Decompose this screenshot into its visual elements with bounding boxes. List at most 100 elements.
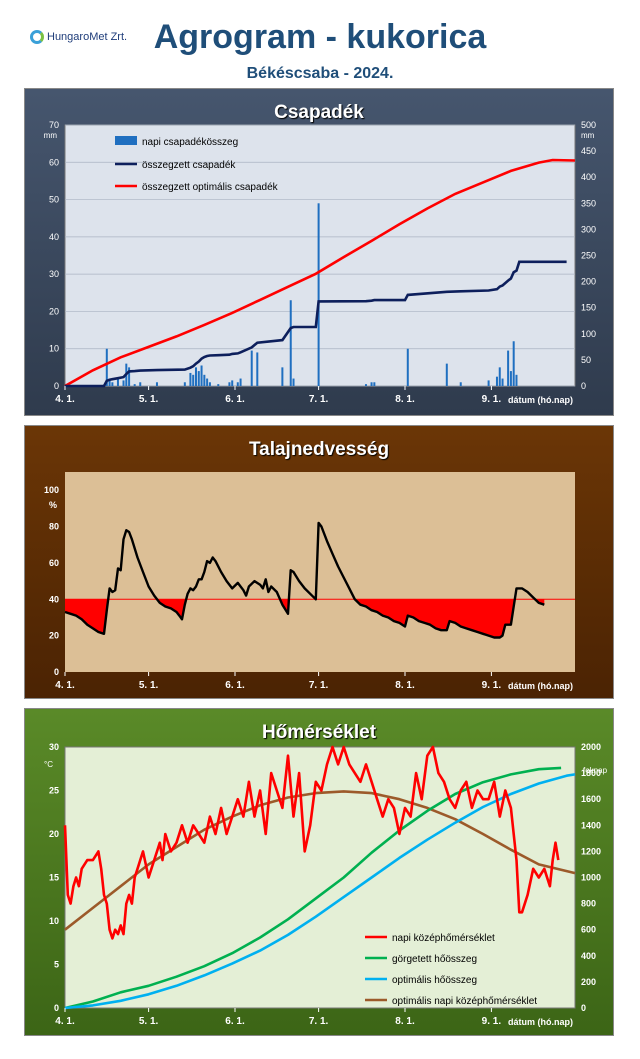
x-tick-label: 8. 1. (395, 394, 415, 405)
legend-label: összegzett optimális csapadék (142, 182, 279, 193)
temperature-chart: 0 5 10 15 20 25 30 0 200 400 600 800 1000 1200 1400 160… (44, 742, 608, 1027)
y-tick-label: 80 (49, 522, 59, 532)
precip-bar (192, 374, 195, 386)
y-tick-label-right: 50 (581, 355, 591, 365)
y-tick-label-right: 400 (581, 951, 596, 961)
x-tick-label: 9. 1. (482, 1016, 502, 1027)
soil-moisture-title: Talajnedvesség (248, 439, 390, 460)
y-tick-label-left: 20 (49, 306, 59, 316)
daily-mean-temp-line (63, 745, 560, 940)
precip-bar (292, 378, 295, 386)
precip-bar (239, 378, 242, 386)
precip-bar (228, 382, 231, 386)
x-axis-label: dátum (hó.nap) (508, 395, 573, 405)
temperature-title: Hőmérséklet (261, 722, 377, 743)
y-tick-label-right: 150 (581, 303, 596, 313)
y-tick-label-left: 5 (54, 960, 59, 970)
plot-area (64, 124, 576, 387)
precip-bar (128, 367, 131, 386)
hungaromet-logo: HungaroMet Zrt. (30, 30, 127, 44)
optimal-daily-temp-line (64, 790, 576, 931)
x-tick-label: 6. 1. (225, 394, 245, 405)
rolling-heat-sum-line (64, 766, 562, 1010)
y-tick-label-left: 30 (49, 269, 59, 279)
x-tick-label: 4. 1. (55, 394, 75, 405)
legend-label: görgetett hőösszeg (392, 954, 477, 965)
logo-text: HungaroMet Zrt. (47, 31, 128, 43)
y-tick-label-right: 800 (581, 899, 596, 909)
precip-bar (116, 378, 119, 386)
precipitation-title: Csapadék (274, 102, 364, 123)
precip-bar (373, 382, 376, 386)
precipitation-panel: 0 10 20 30 40 50 60 70 0 50 100 150 200 250 300 350 400 4… (24, 88, 614, 416)
precip-bar (495, 376, 498, 386)
y-tick-label-left: 20 (49, 829, 59, 839)
precipitation-chart: 0 10 20 30 40 50 60 70 0 50 100 150 200 250 300 350 400 4… (44, 120, 596, 405)
y-tick-label-right: 450 (581, 146, 596, 156)
y-tick-label: 100 (44, 485, 59, 495)
precip-bar (256, 352, 259, 386)
y-tick-label-right: 1800 (581, 768, 601, 778)
y-axis-label-right: mm (581, 131, 595, 140)
precip-bar (208, 382, 211, 386)
legend-label: összegzett csapadék (142, 160, 236, 171)
x-tick-label: 8. 1. (395, 680, 415, 691)
y-tick-label-right: 300 (581, 224, 596, 234)
x-tick-label: 8. 1. (395, 1016, 415, 1027)
y-tick-label-left: 15 (49, 873, 59, 883)
precip-bar (459, 382, 462, 386)
legend-swatch (115, 136, 137, 145)
precip-bar (203, 374, 206, 386)
precip-bar (111, 382, 114, 386)
y-tick-label-right: 2000 (581, 742, 601, 752)
y-tick-label-right: 200 (581, 277, 596, 287)
precip-bar (498, 367, 501, 386)
precip-bar (194, 367, 197, 386)
precip-bar (200, 365, 203, 386)
precip-bar (105, 348, 108, 386)
temperature-panel: 0 5 10 15 20 25 30 0 200 400 600 800 1000 1200 1400 160… (24, 708, 614, 1036)
y-axis-label-left: °C (44, 760, 53, 769)
y-tick-label-left: 40 (49, 232, 59, 242)
precip-bar (281, 367, 284, 386)
legend-label: napi csapadékösszeg (142, 137, 238, 148)
x-tick-label: 6. 1. (225, 680, 245, 691)
y-tick-label-right: 1000 (581, 873, 601, 883)
y-tick-label-right: 500 (581, 120, 596, 130)
y-tick-label: 60 (49, 558, 59, 568)
precip-bar (507, 350, 510, 386)
y-tick-label-right: 350 (581, 198, 596, 208)
y-axis-label: % (49, 500, 57, 510)
precip-bar (183, 382, 186, 386)
precip-bar (206, 378, 209, 386)
page-subtitle: Békéscsaba - 2024. (246, 65, 394, 82)
y-tick-label-right: 1200 (581, 846, 601, 856)
soil-moisture-chart: 0 20 40 60 80 100% 4. 1. 5. 1. 6. 1. 7. 1. 8. 1. 9.… (44, 472, 575, 691)
y-tick-label-right: 1600 (581, 794, 601, 804)
x-tick-label: 5. 1. (139, 680, 159, 691)
precip-bar (406, 348, 409, 386)
x-tick-label: 7. 1. (309, 1016, 329, 1027)
x-tick-label: 7. 1. (309, 394, 329, 405)
y-tick-label-left: 30 (49, 742, 59, 752)
x-tick-label: 6. 1. (225, 1016, 245, 1027)
y-tick-label-right: 1400 (581, 820, 601, 830)
precip-bar (512, 341, 515, 386)
precip-bar (445, 363, 448, 386)
precip-bar (197, 371, 200, 386)
y-tick-label-left: 50 (49, 195, 59, 205)
precip-bar (515, 374, 518, 386)
page-title: Agrogram - kukorica (153, 18, 487, 56)
legend-label: optimális napi középhőmérséklet (392, 996, 537, 1007)
soil-moisture-panel: 0 20 40 60 80 100% 4. 1. 5. 1. 6. 1. 7. 1. 8. 1. 9.… (24, 425, 614, 699)
precip-bar (231, 380, 234, 386)
legend-label: napi középhőmérséklet (392, 933, 495, 944)
plot-area (65, 472, 575, 672)
precip-bar (122, 380, 125, 386)
y-tick-label-right: 0 (581, 1003, 586, 1013)
hungaromet-logo-icon (30, 30, 44, 44)
x-tick-label: 4. 1. (55, 1016, 75, 1027)
y-tick-label: 20 (49, 631, 59, 641)
precip-bar (487, 380, 490, 386)
y-tick-label-left: 0 (54, 1003, 59, 1013)
